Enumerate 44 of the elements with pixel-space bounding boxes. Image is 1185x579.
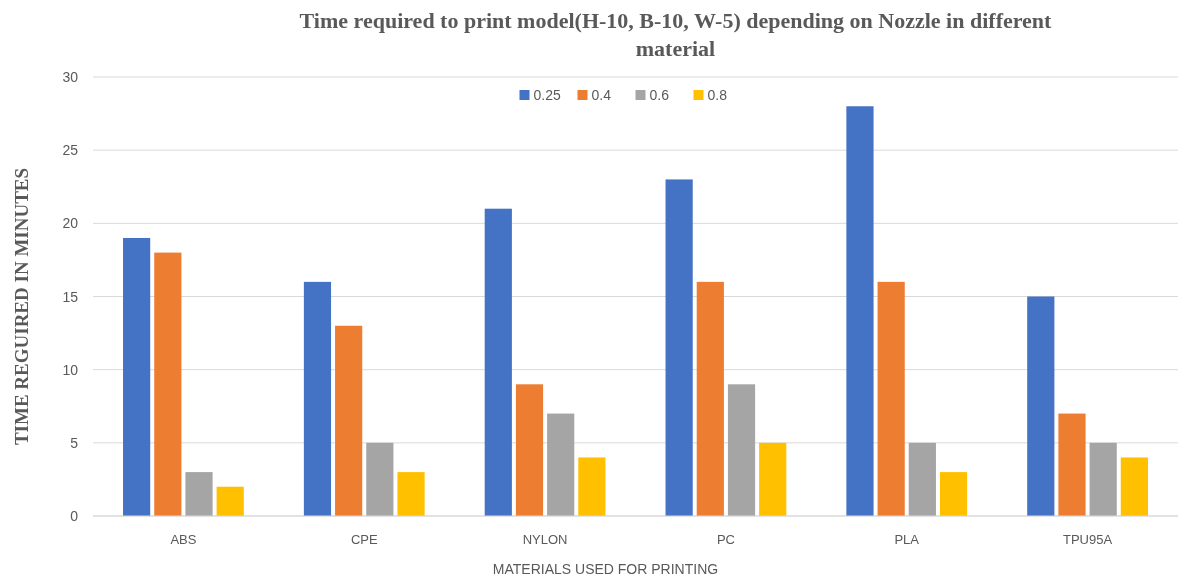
- x-tick-label: PLA: [894, 532, 920, 547]
- bar: [1120, 457, 1148, 516]
- bar: [1027, 296, 1055, 516]
- x-axis-title: MATERIALS USED FOR PRINTING: [492, 561, 719, 577]
- bar: [939, 472, 968, 516]
- bar: [335, 325, 363, 516]
- bar: [366, 442, 394, 516]
- legend-label: 0.4: [591, 87, 612, 103]
- bar: [908, 442, 936, 516]
- bar: [727, 384, 756, 516]
- bar: [484, 208, 512, 516]
- bar: [665, 179, 693, 516]
- legend-label: 0.6: [649, 87, 670, 103]
- x-tick-label: TPU95A: [1063, 532, 1113, 547]
- bar: [578, 457, 606, 516]
- y-tick-label: 10: [62, 361, 79, 378]
- y-axis-title: TIME REGUIRED IN MINUTES: [11, 167, 32, 446]
- bar: [397, 472, 425, 516]
- bar: [759, 442, 787, 516]
- bar: [877, 281, 905, 516]
- x-tick-label: PC: [716, 532, 735, 547]
- y-tick-label: 20: [62, 215, 79, 232]
- y-tick-label: 5: [70, 434, 79, 451]
- bar: [1089, 442, 1117, 516]
- x-tick-label: NYLON: [522, 532, 568, 547]
- bar: [185, 472, 213, 516]
- bar: [216, 486, 244, 516]
- y-tick-label: 15: [62, 288, 79, 305]
- bar: [696, 281, 724, 516]
- bar: [515, 384, 544, 516]
- x-tick-label: CPE: [350, 532, 378, 547]
- legend-label: 0.8: [707, 87, 728, 103]
- y-tick-label: 30: [62, 69, 79, 85]
- x-tick-label: ABS: [170, 532, 197, 547]
- bar: [303, 281, 332, 516]
- y-tick-label: 25: [62, 142, 79, 159]
- bar: [547, 413, 575, 516]
- chart-title: Time required to print model(H-10, B-10, W-5) depending on Nozzle in different material: [299, 8, 1053, 61]
- legend-label: 0.25: [533, 87, 561, 103]
- y-tick-label: 0: [70, 508, 79, 524]
- bar: [1058, 413, 1086, 516]
- bar: [154, 252, 182, 516]
- bar: [846, 106, 874, 516]
- bar: [123, 237, 151, 516]
